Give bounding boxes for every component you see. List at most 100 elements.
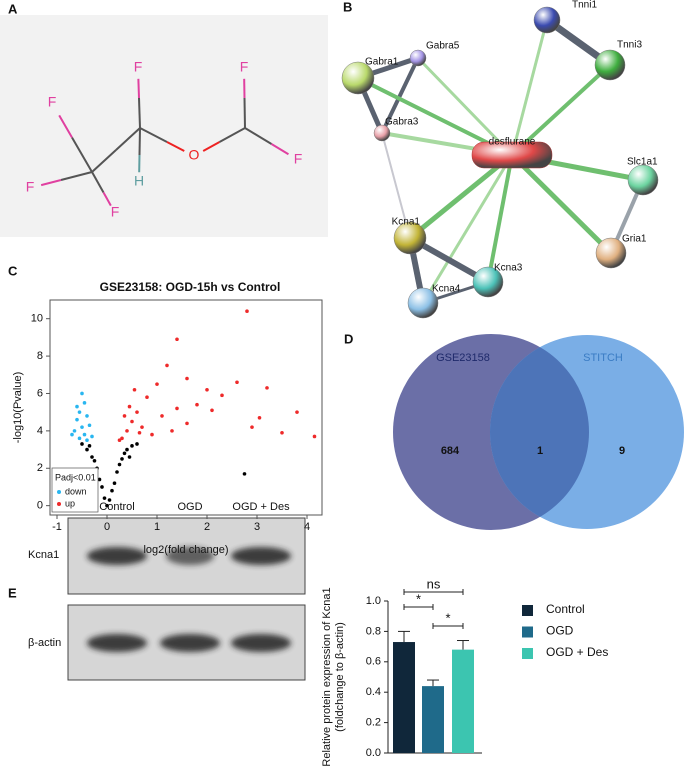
legend-swatch bbox=[522, 626, 533, 638]
scatter-point bbox=[112, 481, 117, 486]
atom-label: F bbox=[111, 204, 120, 220]
node-label: desflurane bbox=[489, 137, 536, 148]
scatter-point bbox=[85, 414, 89, 418]
scatter-point bbox=[170, 429, 174, 433]
blot-row-label: β-actin bbox=[28, 637, 61, 649]
network-edge bbox=[421, 154, 514, 304]
bond bbox=[244, 127, 273, 145]
bond bbox=[115, 127, 141, 151]
venn-intersection bbox=[490, 335, 589, 529]
bond bbox=[102, 192, 112, 207]
node-label: Tnni1 bbox=[572, 0, 597, 11]
panel-label: B bbox=[343, 0, 352, 14]
bond bbox=[71, 136, 93, 173]
network-node bbox=[409, 49, 427, 67]
y-tick-label: 2 bbox=[37, 462, 43, 474]
scatter-point bbox=[135, 442, 139, 446]
scatter-point bbox=[242, 472, 247, 476]
atom-label: O bbox=[189, 147, 200, 163]
scatter-point bbox=[105, 503, 109, 508]
bond bbox=[58, 114, 73, 139]
atom-label: H bbox=[134, 173, 144, 189]
scatter-point bbox=[80, 442, 84, 446]
x-tick-label: 0 bbox=[104, 521, 110, 533]
scatter-point bbox=[132, 387, 137, 392]
scatter-point bbox=[85, 438, 89, 443]
atom-label: F bbox=[240, 59, 249, 75]
bond bbox=[137, 78, 140, 99]
x-tick-label: 4 bbox=[304, 521, 310, 533]
node-label: Tnni3 bbox=[617, 40, 642, 51]
plot-frame bbox=[49, 299, 323, 516]
scatter-point bbox=[185, 421, 189, 426]
panel-label: A bbox=[8, 1, 18, 16]
scatter-point bbox=[130, 444, 134, 448]
scatter-point bbox=[220, 393, 224, 398]
scatter-point bbox=[100, 485, 104, 489]
scatter-point bbox=[245, 309, 249, 314]
legend-label: OGD bbox=[546, 624, 574, 638]
y-tick-label: 8 bbox=[37, 350, 43, 362]
scatter-point bbox=[117, 438, 122, 443]
region-count: 1 bbox=[537, 445, 543, 457]
y-axis-label: Relative protein expression of Kcna1 bbox=[321, 587, 333, 766]
bond bbox=[91, 149, 117, 173]
x-tick-label: 2 bbox=[204, 521, 210, 533]
significance-label: * bbox=[416, 591, 421, 606]
network-node bbox=[373, 124, 391, 142]
scatter-point bbox=[72, 429, 77, 433]
node-label: Gria1 bbox=[622, 234, 647, 245]
bar bbox=[393, 642, 415, 753]
scatter-point bbox=[120, 457, 124, 461]
bond bbox=[202, 141, 220, 152]
y-tick-label: 4 bbox=[37, 425, 43, 437]
x-tick-label: -1 bbox=[52, 521, 62, 533]
scatter-point bbox=[107, 498, 112, 502]
legend-label: OGD + Des bbox=[546, 645, 608, 659]
bond bbox=[138, 97, 141, 129]
bond bbox=[40, 179, 62, 187]
blot-band bbox=[87, 634, 147, 652]
scatter-point bbox=[115, 470, 119, 474]
legend-label: Control bbox=[546, 602, 585, 616]
network-edge bbox=[510, 19, 549, 156]
set-label: STITCH bbox=[583, 352, 623, 364]
blot-column-label: OGD + Des bbox=[232, 501, 290, 513]
scatter-point bbox=[137, 430, 142, 435]
y-tick-label: 0.6 bbox=[366, 656, 381, 668]
legend-title: Padj<0.01 bbox=[55, 472, 96, 482]
scatter-point bbox=[205, 387, 209, 392]
legend-marker bbox=[57, 502, 61, 506]
node-label: Gabra1 bbox=[365, 57, 399, 68]
network-edge bbox=[486, 154, 514, 283]
scatter-point bbox=[175, 337, 179, 342]
y-tick-label: 0.0 bbox=[366, 747, 381, 759]
region-count: 684 bbox=[441, 445, 460, 457]
blot-row-label: Kcna1 bbox=[28, 549, 59, 561]
blot-band bbox=[160, 634, 220, 652]
atom-label: F bbox=[48, 94, 57, 110]
scatter-point bbox=[120, 436, 124, 441]
scatter-point bbox=[165, 363, 169, 368]
scatter-point bbox=[75, 417, 79, 422]
legend-label: up bbox=[65, 498, 75, 508]
region-count: 9 bbox=[619, 445, 625, 457]
network-edge bbox=[380, 57, 420, 134]
node-label: Kcna4 bbox=[432, 284, 461, 295]
legend-swatch bbox=[522, 605, 533, 616]
scatter-point bbox=[90, 434, 94, 439]
scatter-point bbox=[80, 391, 84, 396]
significance-label: ns bbox=[427, 576, 441, 591]
molecule-background bbox=[0, 15, 328, 237]
scatter-point bbox=[122, 451, 127, 456]
node-label: Kcna1 bbox=[392, 217, 421, 228]
scatter-point bbox=[82, 401, 87, 405]
panel-label: E bbox=[8, 585, 17, 600]
scatter-point bbox=[80, 425, 84, 429]
scatter-point bbox=[125, 447, 129, 452]
scatter-point bbox=[140, 425, 144, 429]
scatter-point bbox=[82, 432, 87, 437]
scatter-point bbox=[127, 455, 132, 459]
network-node bbox=[595, 237, 627, 269]
scatter-point bbox=[75, 404, 79, 409]
